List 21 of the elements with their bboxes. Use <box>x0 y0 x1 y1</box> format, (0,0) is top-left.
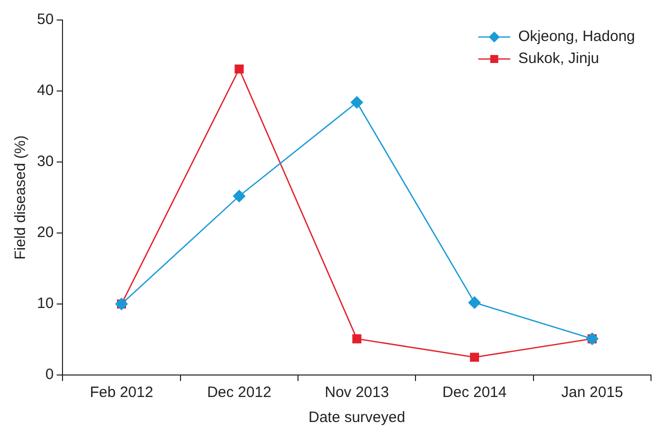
point <box>350 96 363 109</box>
y-tick-label: 40 <box>36 82 54 100</box>
point <box>233 190 246 202</box>
point <box>468 296 481 309</box>
x-tick-label: Jan 2015 <box>561 384 624 402</box>
x-tick-label: Nov 2013 <box>324 384 389 402</box>
legend-label: Okjeong, Hadong <box>518 28 635 46</box>
point <box>470 352 480 362</box>
legend-label: Sukok, Jinju <box>518 50 600 68</box>
x-axis-title: Date surveyed <box>308 409 406 426</box>
point <box>352 334 362 344</box>
x-tick-label: Dec 2012 <box>207 384 272 402</box>
y-tick-label: 20 <box>36 224 54 242</box>
x-tick-label: Feb 2012 <box>90 384 154 402</box>
y-tick-label: 50 <box>36 11 54 28</box>
y-tick-label: 0 <box>45 366 54 384</box>
point <box>234 64 244 74</box>
x-tick-label: Dec 2014 <box>442 384 507 402</box>
y-axis-title: Field diseased (%) <box>12 135 30 260</box>
y-tick-label: 10 <box>36 295 54 312</box>
y-tick-label: 30 <box>36 153 54 170</box>
